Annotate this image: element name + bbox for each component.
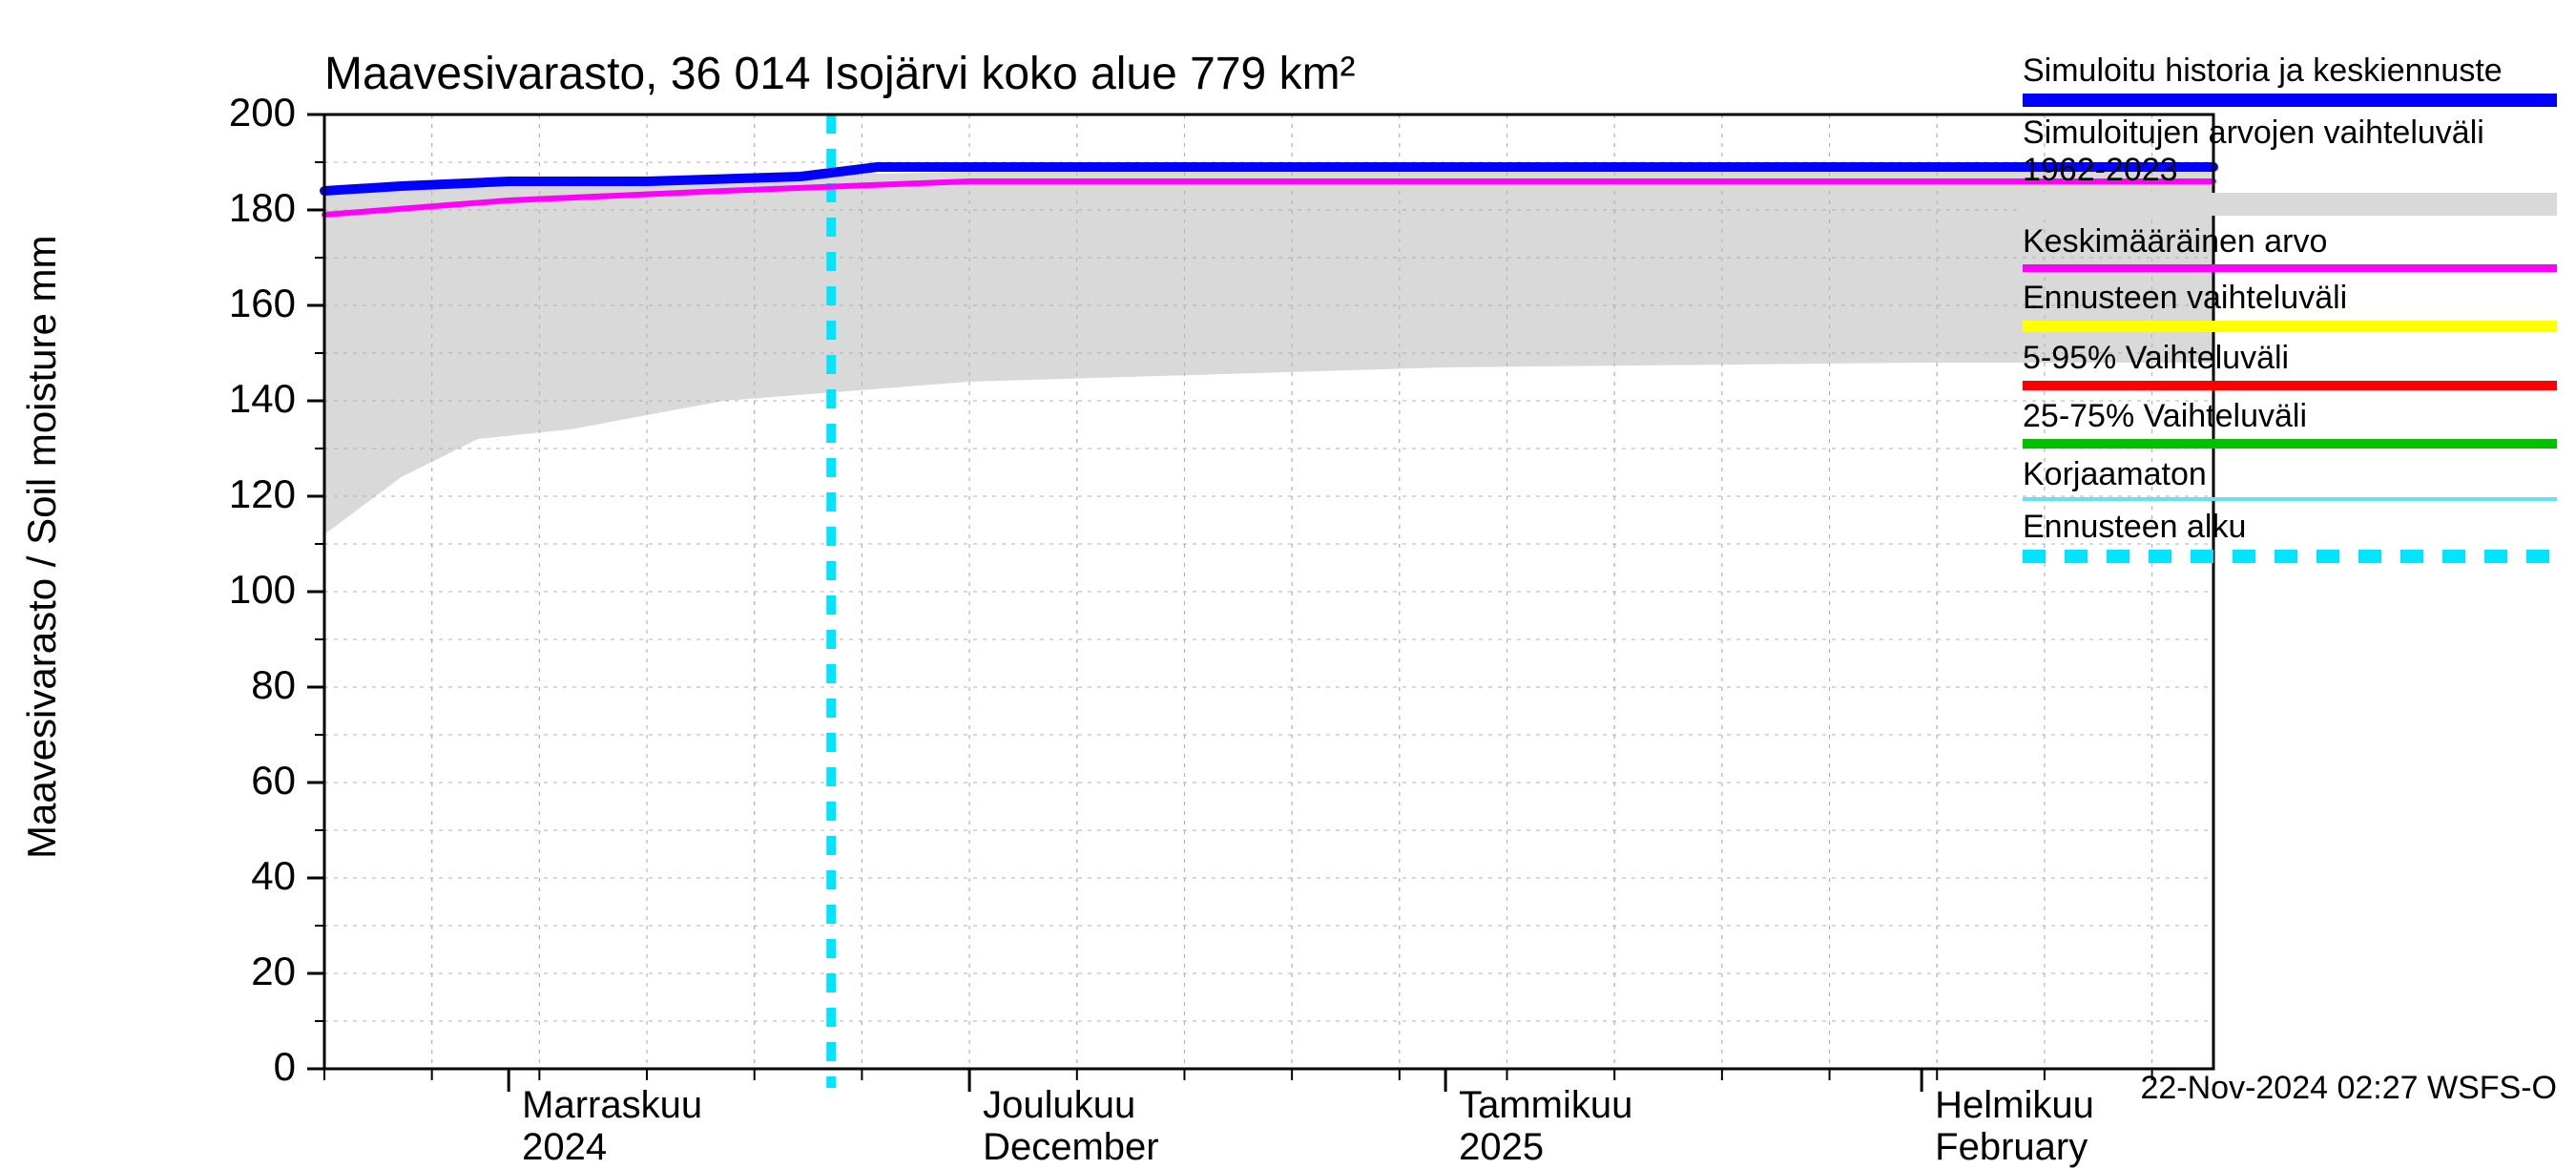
legend-entry-p25_75: 25-75% Vaihteluväli [2023, 398, 2557, 449]
x-tick-label-bottom: February [1935, 1126, 2088, 1169]
legend-label: Ennusteen vaihteluväli [2023, 280, 2557, 317]
x-tick-label-bottom: 2025 [1459, 1126, 1544, 1169]
legend-entry-sim_hist: Simuloitu historia ja keskiennuste [2023, 52, 2557, 107]
legend-label: Korjaamaton [2023, 456, 2557, 493]
y-tick-label: 20 [181, 949, 296, 994]
y-tick-label: 180 [181, 185, 296, 231]
legend-entry-sim_range: Simuloitujen arvojen vaihteluväli 1962-2… [2023, 115, 2557, 216]
legend-swatch [2023, 497, 2557, 501]
x-tick-label-top: Marraskuu [522, 1084, 702, 1127]
x-tick-label-bottom: 2024 [522, 1126, 607, 1169]
chart-area: Maavesivarasto, 36 014 Isojärvi koko alu… [0, 0, 1965, 1145]
legend-entry-uncorr: Korjaamaton [2023, 456, 2557, 501]
y-tick-label: 120 [181, 471, 296, 517]
y-tick-label: 60 [181, 758, 296, 804]
y-tick-label: 80 [181, 662, 296, 708]
legend-entry-p5_95: 5-95% Vaihteluväli [2023, 340, 2557, 390]
chart-page: Maavesivarasto, 36 014 Isojärvi koko alu… [0, 0, 2576, 1145]
legend-label: Simuloitu historia ja keskiennuste [2023, 52, 2557, 90]
x-tick-label-top: Helmikuu [1935, 1084, 2094, 1127]
legend-entry-mean: Keskimääräinen arvo [2023, 223, 2557, 272]
legend-swatch [2023, 381, 2557, 390]
legend-swatch [2023, 321, 2557, 332]
legend-swatch [2023, 550, 2557, 563]
legend-swatch [2023, 193, 2557, 216]
legend-swatch [2023, 94, 2557, 107]
x-tick-label-bottom: December [983, 1126, 1159, 1169]
y-tick-label: 0 [181, 1044, 296, 1090]
x-tick-label-top: Tammikuu [1459, 1084, 1632, 1127]
legend-label: Simuloitujen arvojen vaihteluväli 1962-2… [2023, 115, 2557, 189]
y-tick-label: 100 [181, 567, 296, 613]
legend-entry-fc_start: Ennusteen alku [2023, 509, 2557, 563]
footer-timestamp: 22-Nov-2024 02:27 WSFS-O [2140, 1070, 2557, 1107]
x-tick-label-top: Joulukuu [983, 1084, 1135, 1127]
y-tick-label: 200 [181, 90, 296, 136]
legend-entry-fc_range: Ennusteen vaihteluväli [2023, 280, 2557, 332]
legend-label: 5-95% Vaihteluväli [2023, 340, 2557, 377]
legend: Simuloitu historia ja keskiennuste Simulo… [2023, 52, 2557, 571]
y-axis-label: Maavesivarasto / Soil moisture mm [19, 235, 65, 859]
legend-label: Keskimääräinen arvo [2023, 223, 2557, 261]
legend-swatch [2023, 439, 2557, 449]
legend-label: Ennusteen alku [2023, 509, 2557, 546]
legend-swatch [2023, 264, 2557, 272]
chart-title: Maavesivarasto, 36 014 Isojärvi koko alu… [324, 48, 1356, 100]
y-tick-label: 140 [181, 376, 296, 422]
y-tick-label: 160 [181, 281, 296, 326]
y-tick-label: 40 [181, 853, 296, 899]
legend-label: 25-75% Vaihteluväli [2023, 398, 2557, 435]
